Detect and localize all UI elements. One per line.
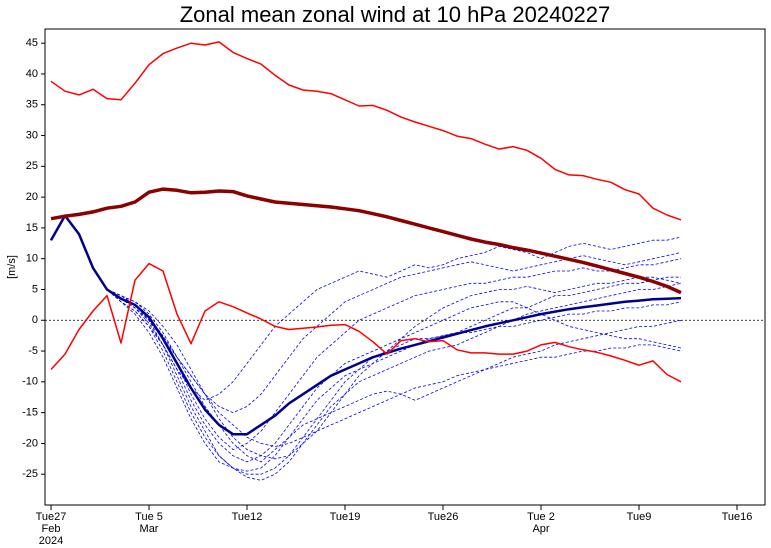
y-tick-label: 40 bbox=[26, 68, 38, 80]
y-tick-label: -20 bbox=[22, 437, 38, 449]
x-tick-label: Tue 2 bbox=[527, 511, 555, 523]
x-tick-sublabel: Apr bbox=[532, 523, 549, 535]
y-tick-label: -25 bbox=[22, 468, 38, 480]
y-tick-label: 5 bbox=[32, 283, 38, 295]
chart-title: Zonal mean zonal wind at 10 hPa 20240227 bbox=[180, 2, 611, 27]
y-tick-label: 20 bbox=[26, 191, 38, 203]
series-line bbox=[49, 214, 682, 436]
series-line bbox=[50, 215, 682, 463]
x-tick-label: Tue16 bbox=[722, 511, 753, 523]
y-tick-label: -5 bbox=[28, 345, 38, 357]
x-tick-label: Tue27 bbox=[36, 511, 67, 523]
x-tick-sublabel: 2024 bbox=[39, 535, 63, 547]
y-tick-label: 15 bbox=[26, 222, 38, 234]
series-line bbox=[50, 187, 682, 295]
series-line bbox=[50, 215, 682, 481]
x-tick-sublabel: Mar bbox=[140, 523, 159, 535]
series-line bbox=[50, 215, 682, 401]
x-tick-label: Tue 5 bbox=[135, 511, 163, 523]
y-tick-label: 45 bbox=[26, 37, 38, 49]
x-tick-sublabel: Feb bbox=[42, 523, 61, 535]
series-line bbox=[50, 215, 682, 460]
y-tick-label: 30 bbox=[26, 129, 38, 141]
series-line bbox=[50, 215, 682, 475]
plot-frame bbox=[44, 28, 766, 506]
y-axis-label: [m/s] bbox=[6, 255, 18, 279]
x-tick-label: Tue9 bbox=[627, 511, 652, 523]
x-tick-label: Tue26 bbox=[428, 511, 459, 523]
x-tick-label: Tue19 bbox=[330, 511, 361, 523]
series-line bbox=[50, 41, 682, 221]
y-tick-label: 35 bbox=[26, 99, 38, 111]
x-tick-label: Tue12 bbox=[232, 511, 263, 523]
series-line bbox=[50, 215, 682, 463]
y-tick-label: 0 bbox=[32, 314, 38, 326]
y-tick-label: -15 bbox=[22, 407, 38, 419]
y-tick-label: 10 bbox=[26, 253, 38, 265]
y-tick-label: 25 bbox=[26, 160, 38, 172]
series-line bbox=[50, 262, 682, 383]
y-tick-label: -10 bbox=[22, 376, 38, 388]
